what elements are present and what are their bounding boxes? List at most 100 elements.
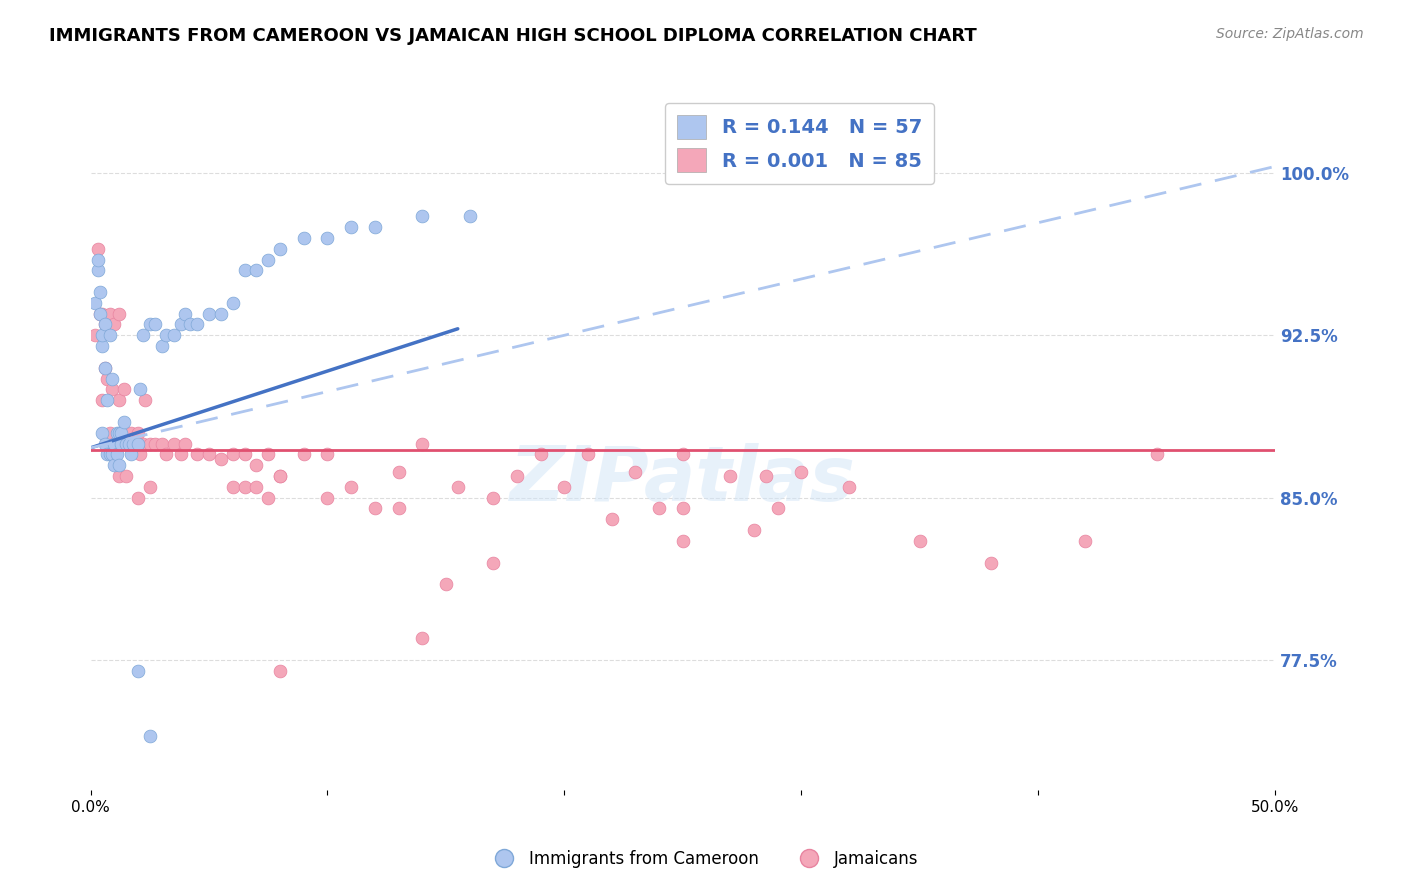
Point: [186, 318, 208, 332]
Point: [233, 263, 256, 277]
Point: [672, 501, 695, 516]
Point: [155, 328, 177, 343]
Point: [411, 436, 433, 450]
Point: [838, 480, 860, 494]
Point: [139, 729, 162, 743]
Point: [269, 469, 291, 483]
Point: [94, 318, 117, 332]
Point: [110, 436, 132, 450]
Point: [908, 533, 931, 548]
Point: [292, 447, 315, 461]
Point: [98, 447, 121, 461]
Legend: R = 0.144   N = 57, R = 0.001   N = 85: R = 0.144 N = 57, R = 0.001 N = 85: [665, 103, 934, 184]
Point: [96, 393, 118, 408]
Point: [169, 447, 191, 461]
Point: [115, 469, 138, 483]
Text: ZIPatlas: ZIPatlas: [510, 443, 856, 517]
Point: [600, 512, 623, 526]
Point: [292, 231, 315, 245]
Point: [89, 307, 111, 321]
Point: [245, 458, 267, 472]
Point: [209, 451, 232, 466]
Point: [198, 307, 221, 321]
Point: [94, 360, 117, 375]
Point: [482, 491, 505, 505]
Point: [364, 501, 387, 516]
Point: [179, 318, 201, 332]
Point: [155, 447, 177, 461]
Point: [411, 632, 433, 646]
Point: [122, 436, 145, 450]
Point: [105, 436, 128, 450]
Point: [101, 371, 124, 385]
Point: [127, 436, 149, 450]
Point: [103, 458, 125, 472]
Point: [91, 393, 114, 408]
Point: [576, 447, 599, 461]
Point: [94, 318, 117, 332]
Point: [108, 469, 131, 483]
Point: [143, 318, 166, 332]
Point: [482, 556, 505, 570]
Point: [316, 491, 339, 505]
Point: [127, 664, 149, 678]
Point: [174, 307, 197, 321]
Point: [87, 242, 110, 256]
Point: [108, 425, 131, 440]
Point: [790, 465, 813, 479]
Point: [755, 469, 778, 483]
Point: [209, 307, 232, 321]
Point: [434, 577, 457, 591]
Point: [98, 307, 121, 321]
Point: [120, 447, 142, 461]
Point: [91, 425, 114, 440]
Point: [94, 360, 117, 375]
Point: [169, 318, 191, 332]
Point: [245, 480, 267, 494]
Point: [108, 307, 131, 321]
Point: [447, 480, 470, 494]
Point: [122, 436, 145, 450]
Point: [269, 664, 291, 678]
Point: [117, 436, 139, 450]
Point: [766, 501, 789, 516]
Point: [110, 436, 132, 450]
Point: [1074, 533, 1097, 548]
Point: [672, 447, 695, 461]
Point: [117, 436, 139, 450]
Point: [257, 491, 280, 505]
Point: [387, 501, 409, 516]
Point: [553, 480, 575, 494]
Point: [129, 383, 152, 397]
Point: [132, 328, 155, 343]
Point: [101, 383, 124, 397]
Point: [132, 436, 155, 450]
Point: [257, 447, 280, 461]
Point: [269, 469, 291, 483]
Point: [316, 231, 339, 245]
Point: [108, 393, 131, 408]
Point: [340, 220, 363, 235]
Point: [387, 465, 409, 479]
Point: [257, 252, 280, 267]
Point: [139, 480, 162, 494]
Legend: Immigrants from Cameroon, Jamaicans: Immigrants from Cameroon, Jamaicans: [481, 844, 925, 875]
Point: [96, 371, 118, 385]
Point: [91, 339, 114, 353]
Point: [411, 209, 433, 223]
Point: [134, 393, 156, 408]
Point: [174, 436, 197, 450]
Point: [624, 465, 647, 479]
Point: [103, 318, 125, 332]
Point: [340, 480, 363, 494]
Point: [245, 263, 267, 277]
Point: [115, 436, 138, 450]
Point: [222, 447, 245, 461]
Point: [89, 307, 111, 321]
Point: [506, 469, 529, 483]
Point: [84, 295, 107, 310]
Point: [269, 242, 291, 256]
Point: [103, 436, 125, 450]
Point: [103, 436, 125, 450]
Point: [150, 436, 173, 450]
